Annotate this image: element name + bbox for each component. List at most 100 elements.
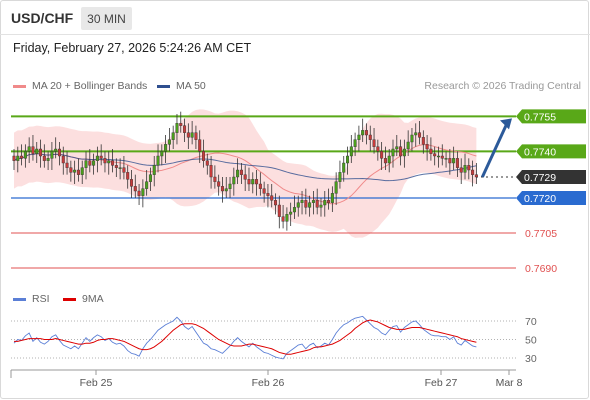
candle-body	[342, 162, 346, 173]
candle-body	[61, 155, 65, 164]
rsi-level-label-70: 70	[525, 316, 537, 328]
candle-body	[251, 179, 255, 185]
candle-body	[114, 165, 118, 168]
candle-body	[232, 176, 236, 185]
ma20-swatch	[13, 84, 26, 88]
rsi-level-label-30: 30	[525, 353, 537, 365]
candle-body	[171, 132, 175, 140]
ma9-label: 9MA	[82, 293, 104, 305]
candle-body	[129, 179, 133, 187]
candle-body	[452, 158, 456, 164]
report-datetime: Friday, February 27, 2026 5:24:26 AM CET	[13, 41, 252, 55]
candle-body	[444, 158, 448, 160]
candle-body	[118, 167, 122, 169]
candle-body	[471, 169, 475, 175]
legend-9ma: 9MA	[63, 293, 104, 305]
legend-rsi: RSI	[13, 293, 50, 305]
candle-body	[330, 193, 334, 203]
rsi-9ma-line	[14, 319, 477, 355]
candle-body	[84, 160, 88, 168]
candle-body	[103, 158, 107, 164]
price-level-label-0.7720: 0.7720	[524, 193, 556, 205]
price-level-label-0.7690: 0.7690	[525, 263, 557, 275]
rsi-swatch	[13, 297, 26, 301]
candle-body	[319, 204, 323, 208]
candle-body	[35, 148, 39, 154]
candle-body	[346, 155, 350, 164]
candle-body	[361, 130, 365, 136]
ma50-swatch	[157, 84, 170, 88]
candle-body	[391, 148, 395, 157]
candle-body	[327, 200, 331, 203]
candle-body	[54, 148, 58, 152]
rsi-level-label-50: 50	[525, 335, 537, 347]
candle-body	[311, 200, 315, 203]
candle-body	[368, 134, 372, 140]
legend-ma50: MA 50	[157, 80, 206, 92]
candle-body	[213, 176, 217, 182]
candle-body	[99, 155, 103, 159]
candle-body	[418, 132, 422, 138]
forecast-arrow-shaft	[481, 122, 509, 178]
candle-body	[410, 134, 414, 143]
candle-body	[145, 181, 149, 189]
candle-body	[308, 202, 312, 208]
candle-body	[300, 200, 304, 203]
candle-body	[292, 207, 296, 213]
candle-body	[236, 169, 240, 178]
candle-body	[217, 181, 221, 187]
candle-body	[65, 162, 69, 168]
x-tick-label: Mar 8	[496, 377, 523, 389]
candle-body	[73, 169, 77, 173]
ma50-line	[13, 153, 477, 182]
candle-body	[372, 139, 376, 147]
candle-body	[448, 158, 452, 164]
candle-body	[387, 155, 391, 164]
candle-body	[406, 141, 410, 150]
candle-body	[183, 125, 187, 133]
candle-body	[133, 186, 137, 192]
x-tick-label: Feb 25	[80, 377, 113, 389]
candle-body	[122, 167, 126, 173]
candle-body	[433, 153, 437, 157]
candle-body	[220, 186, 224, 192]
candle-body	[338, 172, 342, 182]
candle-body	[50, 151, 54, 159]
rsi-line	[13, 315, 477, 360]
candle-body	[353, 139, 357, 147]
candle-body	[270, 195, 274, 201]
candle-body	[247, 179, 251, 185]
candle-body	[440, 155, 444, 159]
candle-body	[111, 160, 115, 166]
candle-body	[12, 155, 16, 161]
candle-body	[425, 144, 429, 150]
candle-body	[459, 167, 463, 173]
candle-body	[224, 188, 228, 192]
candle-body	[16, 155, 20, 161]
candle-body	[20, 155, 24, 159]
candle-body	[164, 144, 168, 152]
candle-body	[289, 211, 293, 215]
candle-body	[160, 151, 164, 157]
candle-body	[57, 148, 61, 157]
candle-body	[175, 123, 179, 133]
candle-body	[46, 158, 50, 161]
candle-body	[376, 146, 380, 152]
candle-body	[463, 165, 467, 173]
candle-body	[69, 167, 73, 173]
forecast-arrow-head	[500, 118, 512, 130]
ma20-label: MA 20 + Bollinger Bands	[32, 80, 148, 92]
candle-body	[395, 146, 399, 150]
timeframe-badge[interactable]: 30 MIN	[81, 7, 132, 30]
candle-body	[262, 188, 266, 194]
price-tag-0.7755	[516, 109, 586, 124]
candle-body	[228, 183, 232, 189]
candle-body	[92, 160, 96, 166]
candle-body	[380, 151, 384, 159]
ma9-swatch	[63, 297, 76, 301]
candle-body	[323, 200, 327, 206]
candle-body	[239, 169, 243, 175]
header-divider	[0, 34, 590, 35]
candle-body	[258, 183, 262, 189]
candle-body	[421, 137, 425, 145]
